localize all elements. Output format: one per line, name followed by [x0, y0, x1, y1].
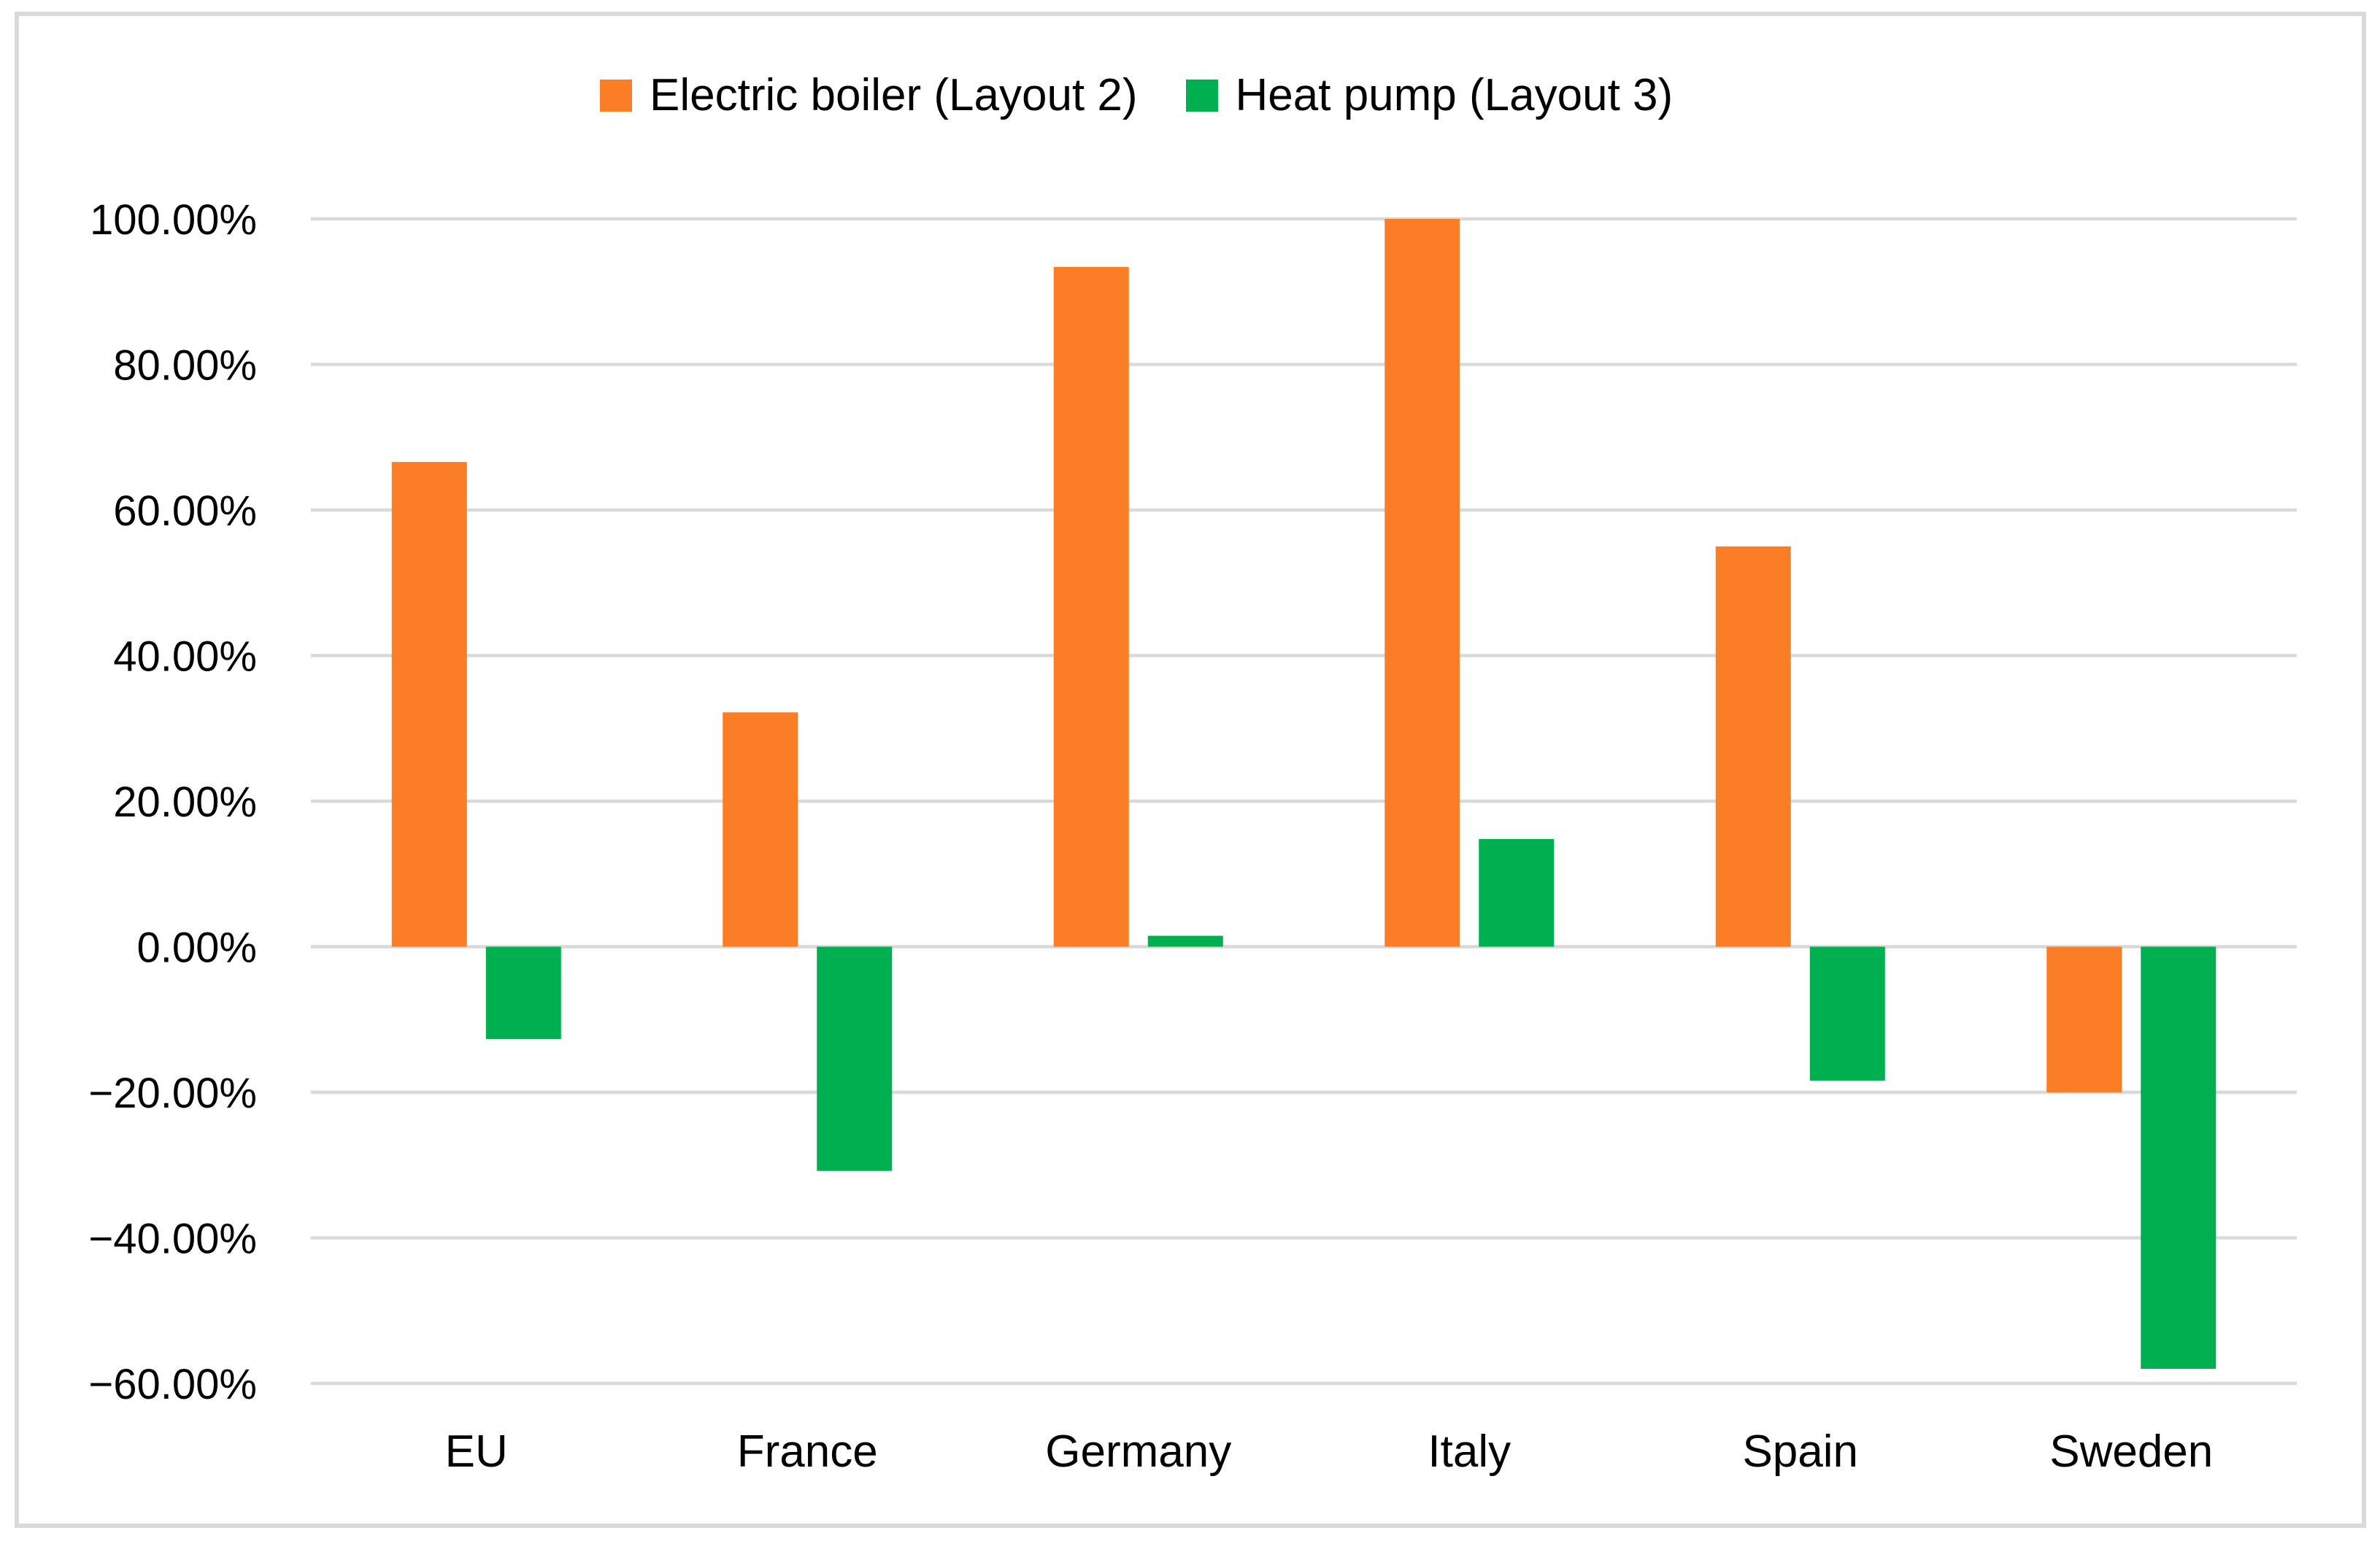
- bar-electric-boiler-layout-2-france: [723, 712, 798, 947]
- y-axis-tick-100: 100.00%: [90, 196, 257, 244]
- bar-heat-pump-layout-3-germany: [1147, 935, 1223, 947]
- bar-electric-boiler-layout-2-eu: [391, 462, 467, 947]
- bar-heat-pump-layout-3-eu: [485, 946, 561, 1040]
- category-label-eu: EU: [445, 1426, 508, 1477]
- category-label-sweden: Sweden: [2049, 1426, 2213, 1477]
- bar-electric-boiler-layout-2-italy: [1385, 219, 1460, 947]
- y-axis-tick-0: 0.00%: [137, 924, 257, 971]
- y-axis-tick--20: −20.00%: [88, 1070, 257, 1117]
- y-axis-tick-80: 80.00%: [113, 341, 257, 389]
- y-axis-tick-20: 20.00%: [113, 779, 257, 826]
- bar-heat-pump-layout-3-italy: [1479, 838, 1555, 947]
- bar-electric-boiler-layout-2-germany: [1053, 266, 1129, 947]
- y-axis-tick--60: −60.00%: [88, 1361, 257, 1408]
- legend-item-heat-pump: Heat pump (Layout 3): [1185, 70, 1674, 120]
- category-label-france: France: [737, 1426, 878, 1477]
- category-label-germany: Germany: [1045, 1426, 1231, 1477]
- bar-heat-pump-layout-3-france: [817, 946, 893, 1171]
- chart-legend: Electric boiler (Layout 2) Heat pump (La…: [600, 73, 1673, 118]
- bar-electric-boiler-layout-2-sweden: [2046, 946, 2122, 1092]
- category-label-italy: Italy: [1428, 1426, 1511, 1477]
- legend-label-heat-pump: Heat pump (Layout 3): [1235, 70, 1674, 120]
- legend-item-electric-boiler: Electric boiler (Layout 2): [600, 73, 1138, 118]
- y-axis-tick-40: 40.00%: [113, 633, 257, 680]
- y-axis-tick-60: 60.00%: [113, 487, 257, 535]
- bar-heat-pump-layout-3-sweden: [2141, 946, 2217, 1370]
- bar-electric-boiler-layout-2-spain: [1715, 546, 1791, 947]
- legend-label-electric-boiler: Electric boiler (Layout 2): [650, 70, 1138, 120]
- category-label-spain: Spain: [1742, 1426, 1858, 1477]
- bar-heat-pump-layout-3-spain: [1809, 946, 1885, 1081]
- y-axis-tick--40: −40.00%: [88, 1215, 257, 1262]
- legend-swatch-heat-pump-icon: [1185, 80, 1218, 112]
- legend-swatch-electric-boiler-icon: [600, 80, 632, 112]
